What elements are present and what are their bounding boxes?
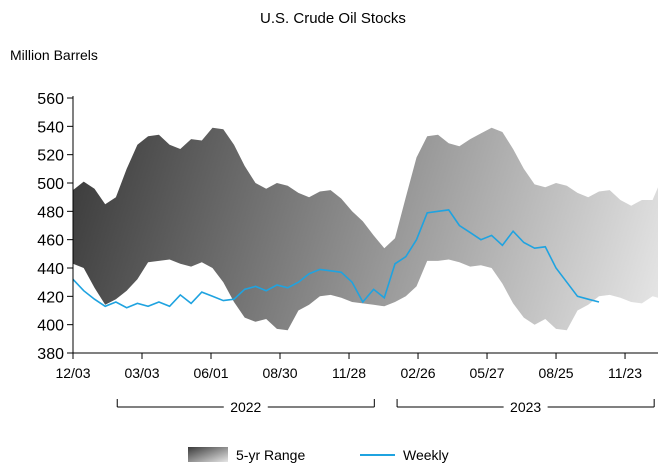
x-tick-label: 03/03 (124, 365, 159, 381)
x-tick-label: 08/30 (262, 365, 297, 381)
y-tick-label: 540 (37, 119, 64, 136)
chart-title: U.S. Crude Oil Stocks (260, 10, 406, 27)
legend-weekly-label: Weekly (403, 447, 449, 463)
legend: 5-yr Range Weekly (188, 447, 449, 463)
x-tick-label: 05/27 (470, 365, 505, 381)
y-tick-label: 560 (37, 91, 64, 108)
legend-range-label: 5-yr Range (236, 447, 305, 463)
year-label-bg (503, 399, 548, 415)
y-axis-label: Million Barrels (10, 47, 98, 63)
x-tick-label: 06/01 (193, 365, 228, 381)
y-tick-label: 400 (37, 318, 64, 335)
y-tick-label: 440 (37, 261, 64, 278)
x-tick-label: 11/28 (332, 365, 366, 381)
y-axis: 380 400 420 440 460 480 500 520 540 560 (37, 91, 74, 363)
range-band (73, 127, 658, 331)
year-label: 2022 (230, 399, 261, 415)
x-axis: 12/03 03/03 06/01 08/30 11/28 02/26 05/27 08/25… (55, 352, 658, 381)
x-tick-label: 11/23 (608, 365, 642, 381)
x-tick-label: 02/26 (400, 365, 435, 381)
year-label-bg (223, 399, 268, 415)
y-tick-label: 460 (37, 233, 64, 250)
plot-area (72, 127, 658, 331)
year-axis: 2022 2023 (116, 399, 655, 415)
y-tick-label: 380 (37, 346, 64, 363)
year-label: 2023 (510, 399, 541, 415)
y-tick-label: 420 (37, 289, 64, 306)
y-tick-label: 500 (37, 176, 64, 193)
weekly-line (72, 209, 600, 309)
x-tick-label: 08/25 (539, 365, 574, 381)
x-tick-label: 12/03 (55, 365, 90, 381)
y-tick-label: 480 (37, 204, 64, 221)
legend-range-swatch (188, 447, 228, 462)
y-tick-label: 520 (37, 148, 64, 165)
